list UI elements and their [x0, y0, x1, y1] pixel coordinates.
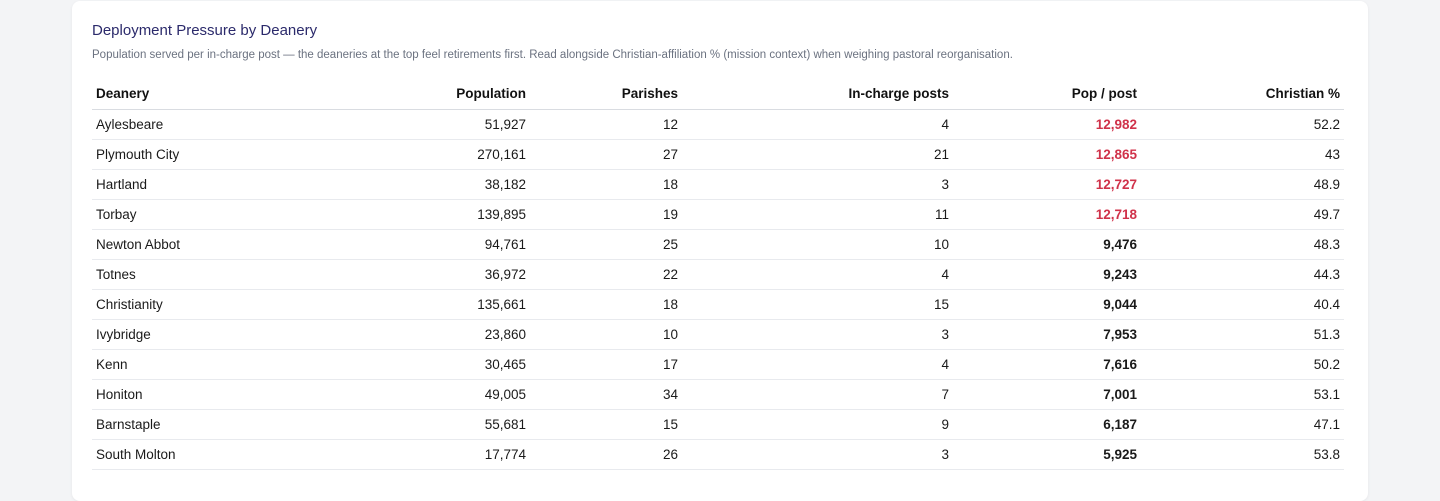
- cell-pop-per-post: 7,953: [953, 319, 1141, 350]
- deployment-pressure-card: Deployment Pressure by Deanery Populatio…: [72, 1, 1368, 501]
- cell-population: 270,161: [292, 139, 530, 170]
- cell-population: 36,972: [292, 259, 530, 290]
- cell-christian-pct: 51.3: [1141, 319, 1344, 350]
- table-row: Hartland 38,182 18 3 12,727 48.9: [92, 169, 1344, 200]
- cell-population: 51,927: [292, 109, 530, 140]
- cell-deanery: Honiton: [92, 379, 292, 410]
- cell-parishes: 34: [530, 379, 682, 410]
- cell-population: 139,895: [292, 199, 530, 230]
- cell-parishes: 19: [530, 199, 682, 230]
- cell-deanery: Totnes: [92, 259, 292, 290]
- table-row: Totnes 36,972 22 4 9,243 44.3: [92, 259, 1344, 290]
- cell-pop-per-post: 12,718: [953, 199, 1141, 230]
- cell-deanery: Aylesbeare: [92, 109, 292, 140]
- cell-christian-pct: 43: [1141, 139, 1344, 170]
- cell-in-charge-posts: 3: [682, 439, 953, 470]
- table-row: Newton Abbot 94,761 25 10 9,476 48.3: [92, 229, 1344, 260]
- cell-christian-pct: 52.2: [1141, 109, 1344, 140]
- cell-pop-per-post: 12,982: [953, 109, 1141, 140]
- cell-pop-per-post: 5,925: [953, 439, 1141, 470]
- cell-deanery: Ivybridge: [92, 319, 292, 350]
- table-row: South Molton 17,774 26 3 5,925 53.8: [92, 439, 1344, 470]
- cell-pop-per-post: 9,044: [953, 289, 1141, 320]
- cell-deanery: South Molton: [92, 439, 292, 470]
- cell-population: 49,005: [292, 379, 530, 410]
- cell-pop-per-post: 7,616: [953, 349, 1141, 380]
- cell-in-charge-posts: 11: [682, 199, 953, 230]
- deanery-table: Deanery Population Parishes In-charge po…: [92, 79, 1344, 470]
- cell-christian-pct: 40.4: [1141, 289, 1344, 320]
- table-row: Torbay 139,895 19 11 12,718 49.7: [92, 199, 1344, 230]
- column-header-parishes[interactable]: Parishes: [530, 79, 682, 110]
- cell-pop-per-post: 9,476: [953, 229, 1141, 260]
- cell-parishes: 17: [530, 349, 682, 380]
- table-row: Kenn 30,465 17 4 7,616 50.2: [92, 349, 1344, 380]
- cell-pop-per-post: 9,243: [953, 259, 1141, 290]
- cell-population: 23,860: [292, 319, 530, 350]
- cell-deanery: Torbay: [92, 199, 292, 230]
- cell-deanery: Newton Abbot: [92, 229, 292, 260]
- cell-parishes: 26: [530, 439, 682, 470]
- cell-in-charge-posts: 10: [682, 229, 953, 260]
- cell-population: 135,661: [292, 289, 530, 320]
- cell-parishes: 10: [530, 319, 682, 350]
- cell-parishes: 15: [530, 409, 682, 440]
- column-header-christian-pct[interactable]: Christian %: [1141, 79, 1344, 110]
- column-header-pop-per-post[interactable]: Pop / post: [953, 79, 1141, 110]
- header-row: Deanery Population Parishes In-charge po…: [92, 79, 1344, 110]
- card-title: Deployment Pressure by Deanery: [92, 22, 318, 39]
- cell-population: 55,681: [292, 409, 530, 440]
- table-row: Christianity 135,661 18 15 9,044 40.4: [92, 289, 1344, 320]
- card-subtitle: Population served per in-charge post — t…: [92, 49, 1013, 61]
- table-row: Honiton 49,005 34 7 7,001 53.1: [92, 379, 1344, 410]
- cell-christian-pct: 48.9: [1141, 169, 1344, 200]
- cell-parishes: 22: [530, 259, 682, 290]
- cell-in-charge-posts: 4: [682, 259, 953, 290]
- cell-christian-pct: 48.3: [1141, 229, 1344, 260]
- cell-deanery: Barnstaple: [92, 409, 292, 440]
- cell-population: 17,774: [292, 439, 530, 470]
- cell-in-charge-posts: 9: [682, 409, 953, 440]
- table-row: Ivybridge 23,860 10 3 7,953 51.3: [92, 319, 1344, 350]
- cell-deanery: Hartland: [92, 169, 292, 200]
- cell-population: 30,465: [292, 349, 530, 380]
- table-row: Plymouth City 270,161 27 21 12,865 43: [92, 139, 1344, 170]
- cell-in-charge-posts: 3: [682, 319, 953, 350]
- cell-pop-per-post: 12,727: [953, 169, 1141, 200]
- cell-in-charge-posts: 21: [682, 139, 953, 170]
- cell-in-charge-posts: 15: [682, 289, 953, 320]
- cell-in-charge-posts: 3: [682, 169, 953, 200]
- cell-deanery: Kenn: [92, 349, 292, 380]
- cell-population: 94,761: [292, 229, 530, 260]
- cell-in-charge-posts: 7: [682, 379, 953, 410]
- cell-parishes: 25: [530, 229, 682, 260]
- cell-population: 38,182: [292, 169, 530, 200]
- cell-christian-pct: 50.2: [1141, 349, 1344, 380]
- cell-christian-pct: 53.1: [1141, 379, 1344, 410]
- cell-christian-pct: 49.7: [1141, 199, 1344, 230]
- cell-pop-per-post: 12,865: [953, 139, 1141, 170]
- table-row: Aylesbeare 51,927 12 4 12,982 52.2: [92, 109, 1344, 140]
- cell-deanery: Christianity: [92, 289, 292, 320]
- column-header-population[interactable]: Population: [292, 79, 530, 110]
- cell-parishes: 12: [530, 109, 682, 140]
- cell-christian-pct: 53.8: [1141, 439, 1344, 470]
- cell-christian-pct: 44.3: [1141, 259, 1344, 290]
- cell-pop-per-post: 7,001: [953, 379, 1141, 410]
- table-body: Aylesbeare 51,927 12 4 12,982 52.2 Plymouth Ci…: [92, 109, 1344, 470]
- cell-christian-pct: 47.1: [1141, 409, 1344, 440]
- table-row: Barnstaple 55,681 15 9 6,187 47.1: [92, 409, 1344, 440]
- column-header-deanery[interactable]: Deanery: [92, 79, 292, 110]
- column-header-in-charge-posts[interactable]: In-charge posts: [682, 79, 953, 110]
- cell-parishes: 18: [530, 169, 682, 200]
- cell-in-charge-posts: 4: [682, 349, 953, 380]
- table-header: Deanery Population Parishes In-charge po…: [92, 79, 1344, 110]
- cell-pop-per-post: 6,187: [953, 409, 1141, 440]
- cell-parishes: 18: [530, 289, 682, 320]
- cell-parishes: 27: [530, 139, 682, 170]
- cell-deanery: Plymouth City: [92, 139, 292, 170]
- cell-in-charge-posts: 4: [682, 109, 953, 140]
